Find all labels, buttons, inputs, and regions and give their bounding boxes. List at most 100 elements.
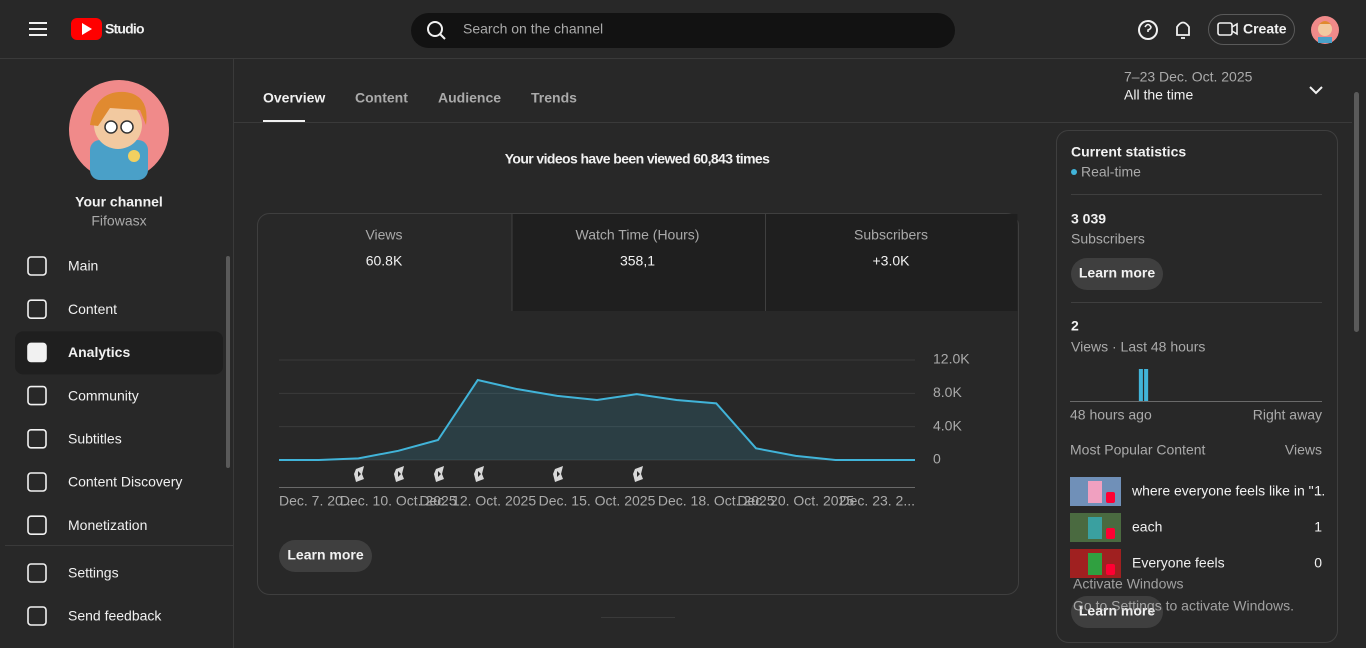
shorts-marker[interactable] xyxy=(633,466,643,482)
avatar-shirt xyxy=(1318,37,1332,43)
thumbnail-detail xyxy=(1088,481,1102,503)
nav-label: Subtitles xyxy=(68,431,122,447)
current-stats-title: Current statistics xyxy=(1071,144,1186,160)
popular-title: Everyone feels xyxy=(1132,555,1225,571)
popular-item[interactable]: Everyone feels 0 xyxy=(1070,549,1322,578)
button-label: Learn more xyxy=(1079,603,1155,619)
button-bg xyxy=(1071,258,1163,290)
realtime-label: Real-time xyxy=(1081,164,1141,180)
shorts-marker[interactable] xyxy=(553,466,563,482)
tab[interactable]: Trends xyxy=(531,90,577,106)
create-button[interactable]: Create xyxy=(1208,14,1295,45)
search-box[interactable]: Search on the channel xyxy=(411,13,955,48)
button-label: Learn more xyxy=(287,547,363,563)
popular-views: 1 xyxy=(1314,519,1322,535)
shorts-marker[interactable] xyxy=(474,466,484,482)
realtime-axis-start: 48 hours ago xyxy=(1070,407,1152,423)
account-avatar[interactable] xyxy=(1311,16,1339,44)
channel-avatar-eye xyxy=(104,120,118,134)
watermark-title: Activate Windows xyxy=(1073,576,1183,592)
x-tick-label: Dec. 23. 2... xyxy=(840,493,915,509)
menu-bar xyxy=(29,22,47,24)
metric-value: 60.8K xyxy=(366,253,403,269)
tab[interactable]: Overview xyxy=(263,90,325,106)
shorts-badge xyxy=(1106,492,1115,503)
shorts-marker[interactable] xyxy=(434,466,444,482)
chart-learn-more[interactable]: Learn more xyxy=(279,540,372,572)
metric-tile[interactable]: Subscribers +3.0K xyxy=(765,214,1018,311)
help-icon xyxy=(1138,20,1158,40)
help-button[interactable] xyxy=(1138,20,1158,40)
create-label: Create xyxy=(1243,21,1287,37)
logo[interactable]: Studio xyxy=(71,18,145,40)
page-scrollbar[interactable] xyxy=(1354,92,1359,332)
nav-item[interactable]: Main xyxy=(27,256,98,276)
menu-bar xyxy=(29,34,47,36)
nav-item[interactable]: Send feedback xyxy=(27,606,162,626)
shorts-play xyxy=(557,471,560,477)
date-range-period: 7–23 Dec. Oct. 2025 xyxy=(1124,69,1253,85)
nav-label: Settings xyxy=(68,565,119,581)
tab[interactable]: Audience xyxy=(438,90,501,106)
shorts-marker[interactable] xyxy=(354,466,364,482)
search-icon xyxy=(427,21,443,37)
bell-icon xyxy=(1176,21,1190,36)
watermark-subtitle: Go to Settings to activate Windows. xyxy=(1073,598,1294,614)
date-range-picker[interactable]: 7–23 Dec. Oct. 2025 All the time xyxy=(1124,69,1323,103)
nav-icon xyxy=(27,515,47,536)
shorts-play xyxy=(398,471,401,477)
popular-item[interactable]: each 1 xyxy=(1070,513,1322,542)
button-bg xyxy=(279,540,372,572)
metric-tile[interactable]: Watch Time (Hours) 358,1 xyxy=(511,214,766,311)
button-bg xyxy=(1071,596,1163,628)
menu-button[interactable] xyxy=(29,22,47,36)
x-tick-label: Dec. 18. Oct. 2025 xyxy=(658,493,775,509)
notifications-button[interactable] xyxy=(1176,21,1190,39)
popular-title: where everyone feels like in "... xyxy=(1131,483,1325,499)
metric-label: Views xyxy=(365,227,402,243)
x-tick-label: Dec. 12. Oct. 2025 xyxy=(419,493,536,509)
popular-views: 0 xyxy=(1314,555,1322,571)
thumbnail-detail xyxy=(1088,517,1102,539)
button-label: Learn more xyxy=(1079,265,1155,281)
avatar-hair xyxy=(1317,21,1333,27)
metric-value: +3.0K xyxy=(873,253,911,269)
channel-avatar-hand xyxy=(128,150,140,162)
nav-item[interactable]: Community xyxy=(27,385,139,406)
menu-bar xyxy=(29,28,47,30)
sidebar-scrollbar[interactable] xyxy=(226,256,230,468)
channel-avatar[interactable] xyxy=(69,80,169,180)
avatar-face xyxy=(1318,22,1332,36)
stats-learn-more[interactable]: Learn more xyxy=(1071,258,1163,290)
y-tick-label: 0 xyxy=(933,451,941,467)
nav-item[interactable]: Monetization xyxy=(27,515,147,536)
tab[interactable]: Content xyxy=(355,90,408,106)
nav-icon xyxy=(27,385,47,406)
x-tick-label: Dec. 7. 20... xyxy=(279,493,354,509)
popular-item[interactable]: where everyone feels like in "...1 xyxy=(1070,477,1325,506)
logo-play xyxy=(82,23,92,35)
sidebar-nav: Main Content Analytics Community Subtitles Co… xyxy=(15,256,223,536)
bottom-learn-more[interactable]: Learn more xyxy=(1071,596,1163,628)
nav-item[interactable]: Settings xyxy=(27,563,119,583)
x-tick-label: Dec. 20. Oct. 2025 xyxy=(737,493,854,509)
nav-item[interactable]: Analytics xyxy=(15,331,223,375)
y-tick-label: 8.0K xyxy=(933,384,962,400)
nav-item[interactable]: Content Discovery xyxy=(27,472,182,492)
nav-label: Content Discovery xyxy=(68,474,182,490)
nav-item[interactable]: Subtitles xyxy=(27,428,122,449)
nav-label: Send feedback xyxy=(68,608,162,624)
nav-item[interactable]: Content xyxy=(27,299,117,320)
popular-views-header: Views xyxy=(1285,442,1322,458)
metric-label: Subscribers xyxy=(854,227,928,243)
realtime-bar xyxy=(1144,369,1149,401)
nav-icon xyxy=(27,299,47,320)
subscribers-value: 3 039 xyxy=(1071,211,1106,227)
nav-label: Content xyxy=(68,301,117,317)
shorts-marker[interactable] xyxy=(394,466,404,482)
metric-tile[interactable]: Views 60.8K xyxy=(365,227,402,269)
realtime-dot xyxy=(1071,169,1077,175)
metric-label: Watch Time (Hours) xyxy=(576,227,700,243)
realtime-bar xyxy=(1138,369,1143,401)
